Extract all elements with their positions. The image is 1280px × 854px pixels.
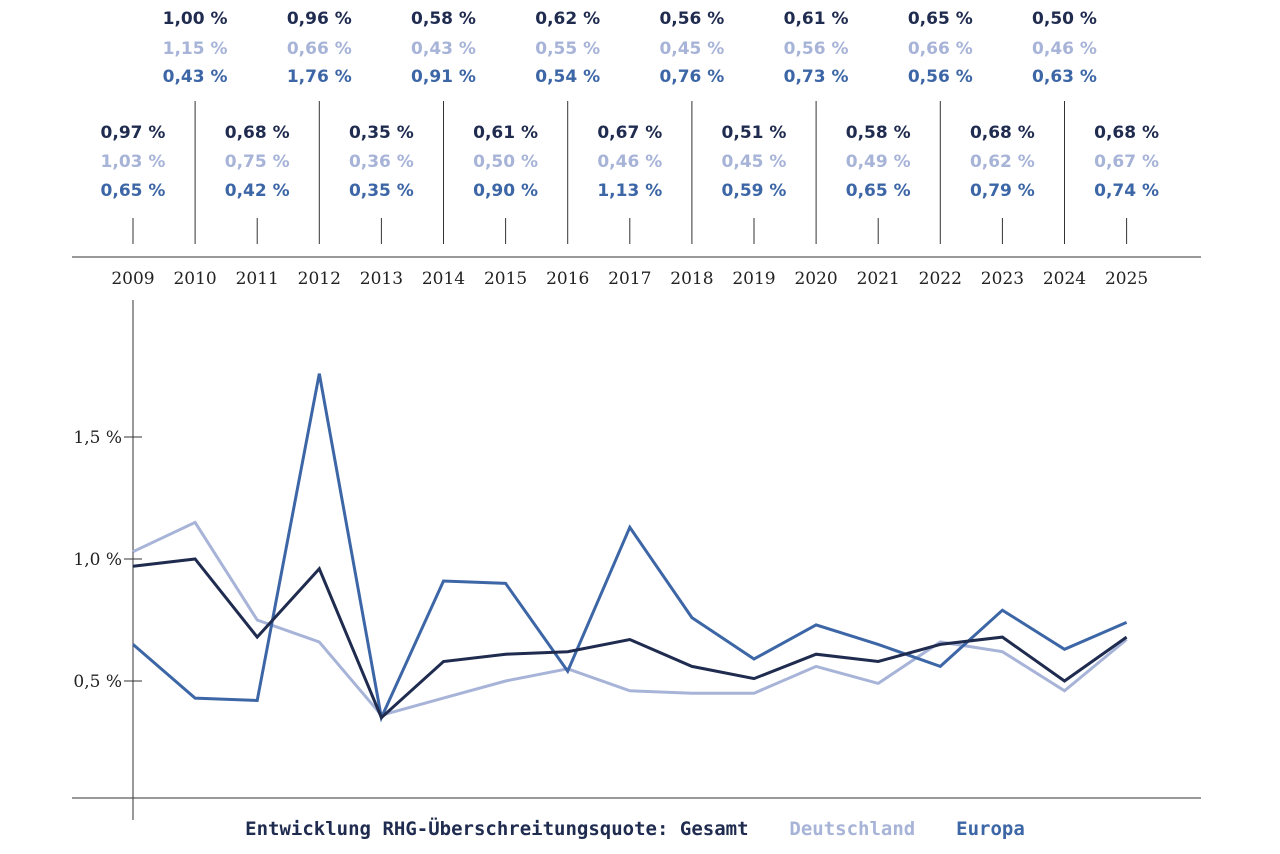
x-tick-label-2022: 2022 <box>919 269 962 289</box>
y-tick-label-1: 1,0 % <box>73 550 122 570</box>
data-label-gesamt-2016: 0,62 % <box>535 9 600 29</box>
data-label-deutschland-2011: 0,75 % <box>225 152 290 172</box>
data-label-gesamt-2020: 0,61 % <box>784 9 849 29</box>
data-label-deutschland-2020: 0,56 % <box>784 39 849 59</box>
data-label-deutschland-2014: 0,43 % <box>411 39 476 59</box>
data-label-gesamt-2013: 0,35 % <box>349 123 414 143</box>
data-label-deutschland-2017: 0,46 % <box>597 152 662 172</box>
x-tick-label-2016: 2016 <box>546 269 589 289</box>
data-label-europa-2022: 0,56 % <box>908 67 973 87</box>
data-label-europa-2025: 0,74 % <box>1094 181 1159 201</box>
data-label-deutschland-2015: 0,50 % <box>473 152 538 172</box>
data-label-deutschland-2013: 0,36 % <box>349 152 414 172</box>
data-label-europa-2024: 0,63 % <box>1032 67 1097 87</box>
x-tick-label-2014: 2014 <box>422 269 465 289</box>
data-label-europa-2011: 0,42 % <box>225 181 290 201</box>
x-tick-label-2020: 2020 <box>794 269 837 289</box>
data-label-deutschland-2012: 0,66 % <box>287 39 352 59</box>
data-label-europa-2017: 1,13 % <box>597 181 662 201</box>
x-tick-label-2011: 2011 <box>236 269 279 289</box>
data-label-gesamt-2009: 0,97 % <box>101 123 166 143</box>
data-label-europa-2009: 0,65 % <box>101 181 166 201</box>
data-label-deutschland-2019: 0,45 % <box>722 152 787 172</box>
data-label-gesamt-2010: 1,00 % <box>163 9 228 29</box>
data-label-europa-2012: 1,76 % <box>287 67 352 87</box>
x-tick-label-2010: 2010 <box>173 269 216 289</box>
x-tick-label-2018: 2018 <box>670 269 713 289</box>
data-label-europa-2023: 0,79 % <box>970 181 1035 201</box>
data-label-gesamt-2014: 0,58 % <box>411 9 476 29</box>
data-label-europa-2021: 0,65 % <box>846 181 911 201</box>
chart-legend: Entwicklung RHG-Überschreitungsquote: Ge… <box>0 818 1270 840</box>
data-label-deutschland-2022: 0,66 % <box>908 39 973 59</box>
data-label-europa-2020: 0,73 % <box>784 67 849 87</box>
data-label-deutschland-2024: 0,46 % <box>1032 39 1097 59</box>
data-label-gesamt-2023: 0,68 % <box>970 123 1035 143</box>
legend-deutschland: Deutschland <box>789 818 916 840</box>
data-label-deutschland-2018: 0,45 % <box>659 39 724 59</box>
data-label-deutschland-2009: 1,03 % <box>101 152 166 172</box>
x-tick-label-2017: 2017 <box>608 269 651 289</box>
data-label-deutschland-2021: 0,49 % <box>846 152 911 172</box>
data-label-gesamt-2019: 0,51 % <box>722 123 787 143</box>
data-label-deutschland-2010: 1,15 % <box>163 39 228 59</box>
data-label-europa-2014: 0,91 % <box>411 67 476 87</box>
y-tick-label-0.5: 0,5 % <box>73 672 122 692</box>
data-label-gesamt-2021: 0,58 % <box>846 123 911 143</box>
data-label-europa-2019: 0,59 % <box>722 181 787 201</box>
data-label-gesamt-2011: 0,68 % <box>225 123 290 143</box>
x-tick-label-2015: 2015 <box>484 269 527 289</box>
data-label-europa-2010: 0,43 % <box>163 67 228 87</box>
data-label-gesamt-2025: 0,68 % <box>1094 123 1159 143</box>
series-line-deutschland <box>132 520 1128 717</box>
data-label-gesamt-2015: 0,61 % <box>473 123 538 143</box>
x-tick-label-2024: 2024 <box>1043 269 1086 289</box>
data-label-europa-2016: 0,54 % <box>535 67 600 87</box>
y-tick-label-1.5: 1,5 % <box>73 428 122 448</box>
data-label-gesamt-2024: 0,50 % <box>1032 9 1097 29</box>
data-label-gesamt-2017: 0,67 % <box>597 123 662 143</box>
data-label-gesamt-2012: 0,96 % <box>287 9 352 29</box>
legend-gesamt: Gesamt <box>679 818 749 840</box>
data-label-deutschland-2023: 0,62 % <box>970 152 1035 172</box>
data-label-europa-2018: 0,76 % <box>659 67 724 87</box>
x-tick-label-2013: 2013 <box>360 269 403 289</box>
series-line-gesamt <box>132 557 1128 721</box>
legend-europa: Europa <box>956 818 1025 840</box>
data-label-gesamt-2018: 0,56 % <box>659 9 724 29</box>
x-tick-label-2023: 2023 <box>981 269 1024 289</box>
x-tick-label-2025: 2025 <box>1105 269 1148 289</box>
data-label-deutschland-2016: 0,55 % <box>535 39 600 59</box>
x-tick-label-2009: 2009 <box>111 269 154 289</box>
data-label-gesamt-2022: 0,65 % <box>908 9 973 29</box>
x-tick-label-2012: 2012 <box>298 269 341 289</box>
data-label-europa-2015: 0,90 % <box>473 181 538 201</box>
data-label-deutschland-2025: 0,67 % <box>1094 152 1159 172</box>
x-tick-label-2021: 2021 <box>857 269 900 289</box>
data-label-europa-2013: 0,35 % <box>349 181 414 201</box>
legend-prefix: Entwicklung RHG-Überschreitungsquote: <box>245 818 669 840</box>
x-tick-label-2019: 2019 <box>732 269 775 289</box>
series-line-europa <box>132 373 1128 723</box>
